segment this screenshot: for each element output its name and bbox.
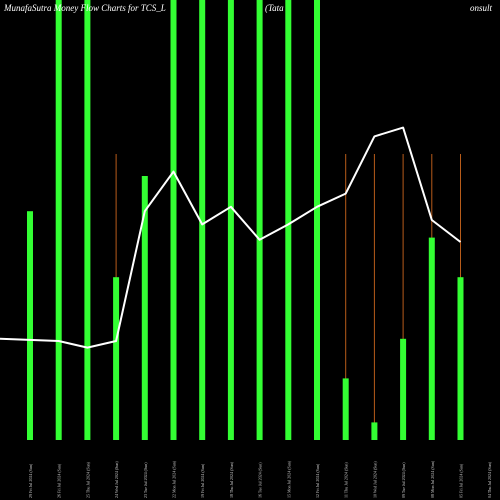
volume-bar	[227, 0, 234, 440]
volume-bar	[428, 237, 435, 440]
x-tick-label: 11 Thu Jul 2024 (Sun)	[344, 462, 349, 498]
bar-layer	[27, 0, 464, 440]
chart-title-company: (Tata	[265, 3, 284, 13]
x-tick-label: 04 Thu Jul 2024 (Sun)	[487, 461, 492, 498]
chart-title-suffix: onsult	[470, 3, 493, 13]
x-tick-label: 10 Wed Jul 2024 (Sun)	[372, 461, 377, 498]
chart-title: MunafaSutra Money Flow Charts for TCS_L	[3, 3, 166, 13]
volume-bar	[84, 0, 91, 440]
x-tick-label: 25 Thu Jul 2024 (Sun)	[85, 461, 90, 498]
x-tick-label: 29 Fri Jul 2024 (Sun)	[28, 463, 33, 498]
volume-bar	[371, 422, 378, 440]
money-flow-line	[0, 126, 462, 349]
volume-bar	[400, 338, 407, 440]
volume-bar	[457, 277, 464, 440]
x-tick-label: 05 Fri Jul 2024 (Sun)	[459, 463, 464, 498]
x-tick-label: 18 Thu Jul 2024 (Sun)	[229, 461, 234, 498]
x-tick-label: 22 Mon Jul 2024 (Sun)	[172, 460, 177, 498]
volume-bar	[199, 0, 206, 440]
x-tick-label: 23 Tue Jul 2024 (Sun)	[143, 462, 148, 498]
volume-bar	[256, 0, 263, 440]
x-tick-label: 19 Fri Jul 2024 (Sun)	[200, 463, 205, 498]
x-tick-label: 12 Fri Jul 2024 (Sun)	[315, 463, 320, 498]
volume-bar	[342, 378, 349, 440]
volume-bar	[285, 0, 292, 440]
x-tick-label: 26 Fri Jul 2024 (Sun)	[57, 463, 62, 498]
x-tick-label: 15 Mon Jul 2024 (Sun)	[286, 460, 291, 498]
volume-bar	[170, 0, 177, 440]
volume-bar	[113, 277, 120, 440]
x-tick-label: 09 Tue Jul 2024 (Sun)	[401, 462, 406, 498]
volume-bar	[314, 0, 320, 440]
x-tick-label: 08 Mon Jul 2024 (Sun)	[430, 460, 435, 498]
x-tick-label: 16 Tue Jul 2024 (Sun)	[258, 462, 263, 498]
volume-bar	[55, 0, 62, 440]
x-tick-labels: 29 Fri Jul 2024 (Sun) 26 Fri Jul 2024 (Su…	[28, 460, 492, 498]
volume-bar	[141, 176, 148, 440]
x-tick-label: 24 Wed Jul 2024 (Sun)	[114, 461, 119, 498]
volume-bar	[27, 211, 33, 440]
